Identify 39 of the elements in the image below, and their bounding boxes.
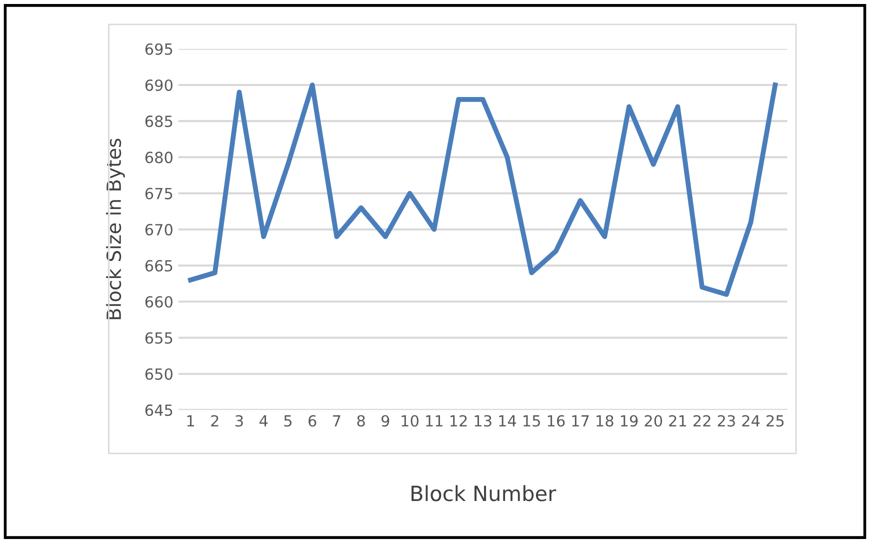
x-tick-label: 6 bbox=[308, 415, 316, 427]
x-tick-label: 17 bbox=[572, 415, 589, 426]
x-tick-label: 9 bbox=[382, 415, 390, 427]
x-tick-label: 25 bbox=[766, 415, 784, 427]
x-tick-label: 10 bbox=[402, 415, 418, 427]
x-tick-label: 24 bbox=[742, 415, 760, 426]
x-tick-label: 14 bbox=[499, 415, 516, 426]
x-tick-label: 5 bbox=[284, 415, 292, 427]
y-tick-label: 690 bbox=[145, 79, 172, 91]
line-series bbox=[188, 82, 778, 297]
x-tick-label: 18 bbox=[596, 415, 614, 427]
x-tick-label: 8 bbox=[357, 415, 365, 427]
y-tick-label: 695 bbox=[145, 43, 172, 55]
x-tick-label: 2 bbox=[211, 415, 218, 426]
x-tick-label: 13 bbox=[474, 415, 492, 427]
x-tick-label: 1 bbox=[187, 415, 194, 426]
x-tick-label: 3 bbox=[236, 415, 243, 427]
y-axis-title: Block Size in Bytes bbox=[106, 138, 125, 320]
x-tick-label: 21 bbox=[669, 415, 686, 426]
y-tick-label: 645 bbox=[145, 404, 172, 416]
x-tick-label: 19 bbox=[620, 415, 638, 427]
x-tick-label: 7 bbox=[333, 415, 340, 426]
y-tick-label: 670 bbox=[145, 224, 172, 236]
y-tick-label: 650 bbox=[145, 368, 172, 380]
y-tick-label: 655 bbox=[145, 332, 172, 344]
x-tick-label: 16 bbox=[548, 415, 565, 427]
x-tick-label: 12 bbox=[450, 415, 467, 426]
x-tick-label: 11 bbox=[426, 415, 442, 426]
y-tick-label: 685 bbox=[145, 116, 172, 128]
x-tick-label: 20 bbox=[644, 415, 662, 427]
x-axis-title: Block Number bbox=[412, 485, 556, 502]
x-tick-label: 15 bbox=[524, 415, 540, 427]
x-tick-label: 22 bbox=[693, 415, 710, 426]
y-tick-label: 660 bbox=[145, 296, 172, 308]
y-tick-label: 680 bbox=[145, 152, 172, 164]
y-tick-label: 665 bbox=[145, 260, 172, 272]
y-tick-label: 675 bbox=[145, 188, 172, 200]
x-tick-label: 23 bbox=[718, 415, 735, 427]
x-tick-label: 4 bbox=[259, 415, 268, 426]
